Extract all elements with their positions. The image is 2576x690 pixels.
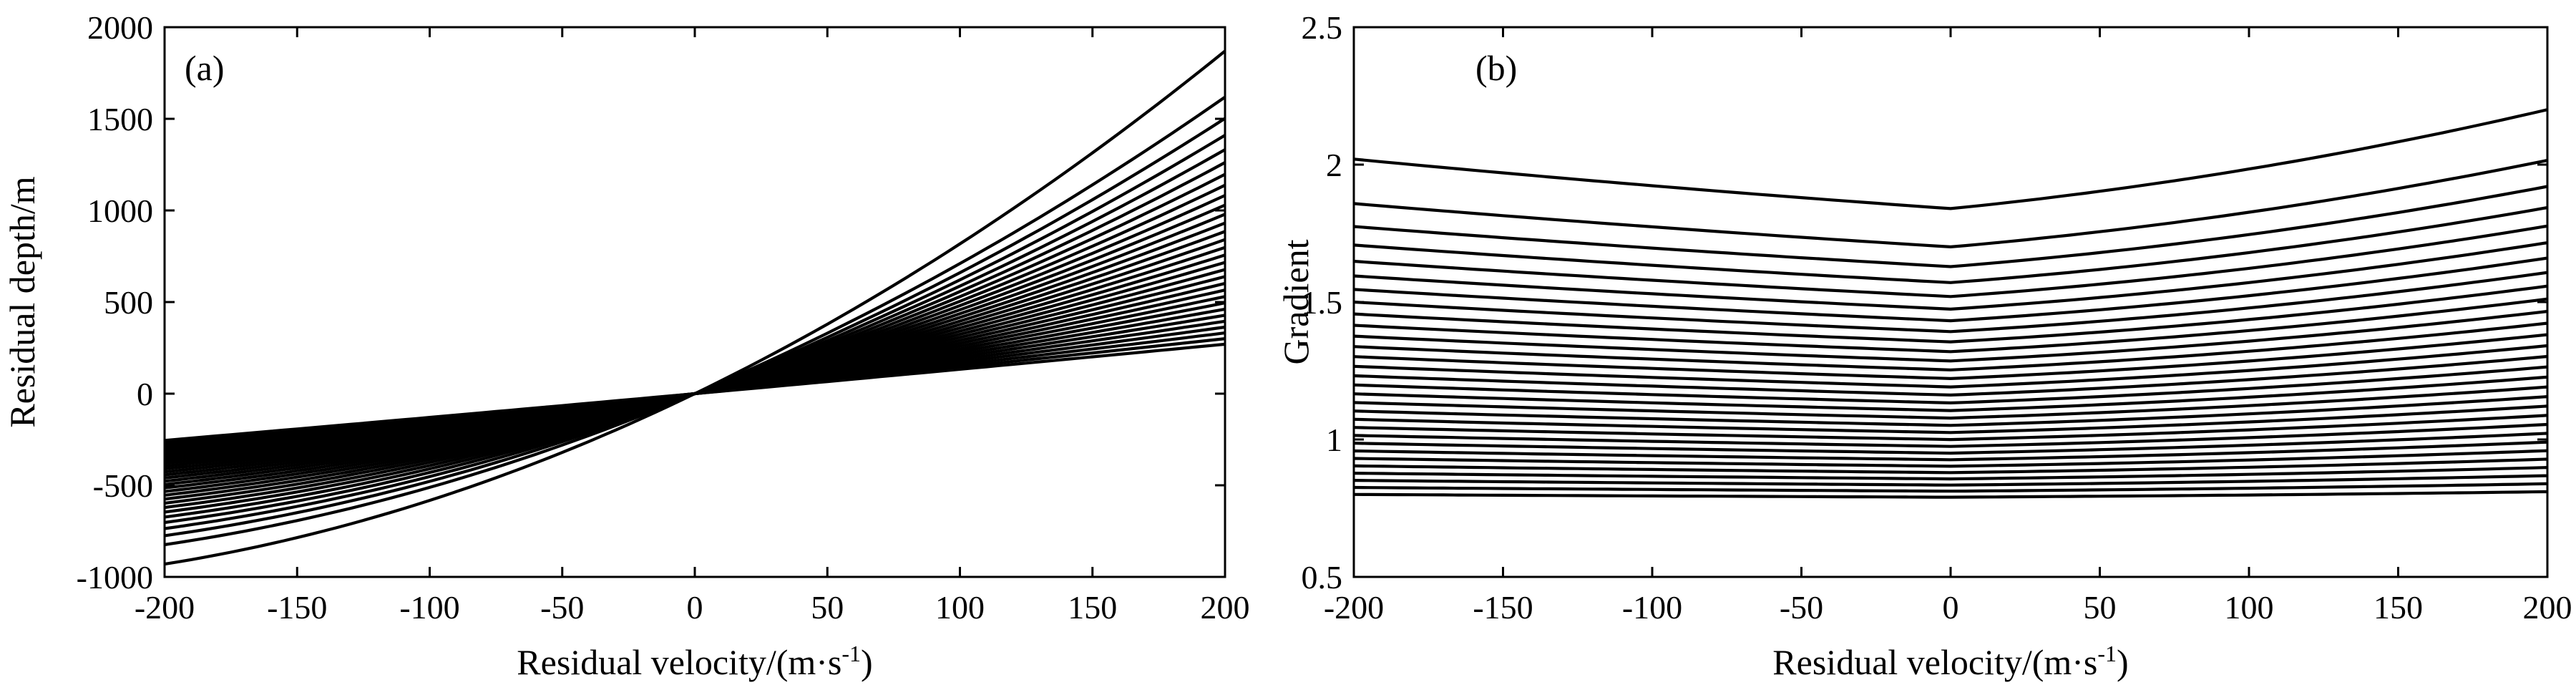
panel-b-series-line bbox=[1353, 385, 2548, 420]
panel-b-ytick-label: 2 bbox=[1326, 147, 1342, 183]
panel-a-xtick-label: 0 bbox=[687, 589, 703, 626]
panel-b-series-line bbox=[1353, 365, 2548, 405]
panel-b-xtick-label: 100 bbox=[2225, 589, 2274, 626]
panel-b-xtick-label: -200 bbox=[1324, 589, 1384, 626]
panel-b-ytick-label: 1 bbox=[1326, 422, 1342, 458]
panel-a-xtick-label: -200 bbox=[135, 589, 195, 626]
panel-a-y-axis-title: Residual depth/m bbox=[2, 176, 42, 427]
panel-b-xtick-label: 150 bbox=[2373, 589, 2423, 626]
panel-b-xtick-label: -50 bbox=[1780, 589, 1823, 626]
panel-b-series-line bbox=[1353, 474, 2548, 487]
panel-a-xtick-label: 100 bbox=[935, 589, 985, 626]
panel-b-series-line bbox=[1353, 414, 2548, 442]
panel-a-ticks: -200 -150 -100 -50 0 50 100 150 200-1000-5000500… bbox=[77, 9, 1250, 626]
panel-b-series-line bbox=[1353, 158, 2548, 249]
panel-b-series-line bbox=[1353, 271, 2548, 334]
panel-b: -200 -150 -100 -50 0 50 100 150 200 0.5 1 1.5 2 2.5 (… bbox=[1276, 9, 2572, 682]
panel-b-series-line bbox=[1353, 309, 2548, 363]
panel-b-series-line bbox=[1353, 375, 2548, 412]
panel-b-xtick-label: 50 bbox=[2084, 589, 2117, 626]
panel-b-series-line bbox=[1353, 457, 2548, 475]
panel-b-y-axis-title: Gradient bbox=[1276, 239, 1316, 364]
panel-b-series-line bbox=[1353, 205, 2548, 284]
panel-b-series-line bbox=[1353, 354, 2548, 397]
panel-b-ticks: -200 -150 -100 -50 0 50 100 150 200 0.5 1 1.5 2 2.5 bbox=[1302, 9, 2572, 626]
panel-b-series-line bbox=[1353, 224, 2548, 298]
panel-b-series-line bbox=[1353, 284, 2548, 344]
panel-b-xtick-label: -150 bbox=[1473, 589, 1533, 626]
panel-b-series-line bbox=[1353, 108, 2548, 210]
panel-b-series-line bbox=[1353, 321, 2548, 371]
panel-b-series-line bbox=[1353, 466, 2548, 481]
panel-b-label: (b) bbox=[1475, 48, 1517, 88]
panel-a-ytick-label: 500 bbox=[104, 284, 153, 321]
panel-a-xtick-label: 200 bbox=[1201, 589, 1250, 626]
panel-b-series-line bbox=[1353, 422, 2548, 448]
panel-a-ytick-label: 2000 bbox=[87, 9, 153, 46]
panel-b-xtick-label: -100 bbox=[1622, 589, 1682, 626]
panel-a-ytick-label: -1000 bbox=[77, 559, 153, 596]
panel-b-ytick-label: 1.5 bbox=[1302, 284, 1343, 321]
panel-b-curves bbox=[1353, 108, 2548, 499]
panel-b-series-line bbox=[1353, 449, 2548, 468]
panel-b-series-line bbox=[1353, 297, 2548, 354]
panel-a-ytick-label: -500 bbox=[93, 467, 153, 504]
panel-b-xtick-label: 0 bbox=[1943, 589, 1959, 626]
panel-b-series-line bbox=[1353, 185, 2548, 268]
panel-b-series-line bbox=[1353, 404, 2548, 434]
panel-b-series-line bbox=[1353, 482, 2548, 493]
panel-a-xtick-label: -100 bbox=[399, 589, 459, 626]
panel-b-series-line bbox=[1353, 440, 2548, 462]
panel-a-xtick-label: 150 bbox=[1068, 589, 1117, 626]
panel-a-ytick-label: 1000 bbox=[87, 193, 153, 229]
panel-a-series-line bbox=[164, 342, 1226, 442]
panel-a-ytick-label: 1500 bbox=[87, 101, 153, 137]
panel-b-xtick-label: 200 bbox=[2523, 589, 2572, 626]
panel-a-xtick-label: 50 bbox=[811, 589, 844, 626]
panel-a-xtick-label: -50 bbox=[540, 589, 584, 626]
panel-a-label: (a) bbox=[185, 48, 225, 88]
panel-b-series-line bbox=[1353, 490, 2548, 499]
panel-b-series-line bbox=[1353, 344, 2548, 389]
panel-b-series-line bbox=[1353, 256, 2548, 323]
panel-a: -200 -150 -100 -50 0 50 100 150 200-1000-5000500… bbox=[2, 9, 1250, 682]
panel-a-xtick-label: -150 bbox=[267, 589, 327, 626]
panel-b-series-line bbox=[1353, 241, 2548, 311]
panel-b-series-line bbox=[1353, 432, 2548, 455]
panel-a-curves bbox=[164, 49, 1226, 566]
panel-b-ytick-label: 2.5 bbox=[1302, 9, 1343, 46]
panel-a-ytick-label: 0 bbox=[137, 376, 153, 412]
panel-b-ytick-label: 0.5 bbox=[1302, 559, 1343, 596]
panel-a-x-axis-title: Residual velocity/(m·s-1) bbox=[517, 641, 872, 682]
panel-b-x-axis-title: Residual velocity/(m·s-1) bbox=[1772, 641, 2128, 682]
panel-b-series-line bbox=[1353, 395, 2548, 427]
panel-b-series-line bbox=[1353, 333, 2548, 381]
